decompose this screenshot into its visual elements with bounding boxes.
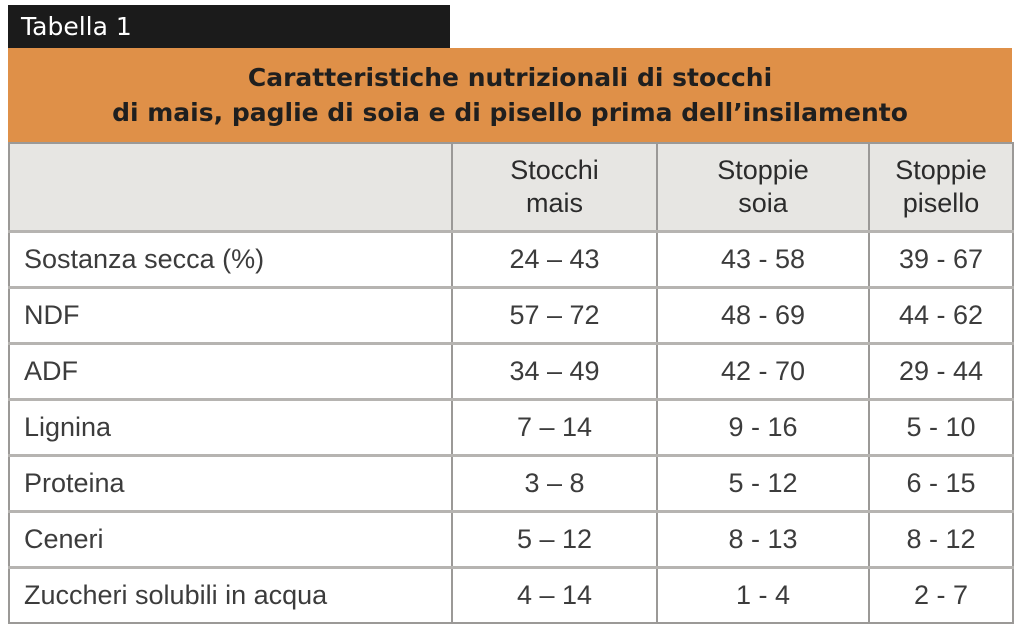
value-cell: 39 - 67 bbox=[868, 230, 1013, 288]
column-header-line: mais bbox=[525, 188, 583, 218]
column-header-line: pisello bbox=[902, 188, 980, 218]
header-cell-stocchi-mais: Stocchi mais bbox=[451, 143, 657, 232]
row-label: Ceneri bbox=[9, 510, 452, 568]
header-cell-stoppie-soia: Stoppie soia bbox=[656, 143, 869, 232]
value-cell: 34 – 49 bbox=[451, 342, 657, 400]
row-label: NDF bbox=[9, 286, 452, 344]
value-cell: 42 - 70 bbox=[656, 342, 869, 400]
table-title-bar: Caratteristiche nutrizionali di stocchi … bbox=[8, 48, 1012, 142]
value-cell: 24 – 43 bbox=[451, 230, 657, 288]
column-header-line: Stocchi bbox=[510, 155, 599, 185]
table-title-line-2: di mais, paglie di soia e di pisello pri… bbox=[112, 98, 908, 127]
table-figure: Tabella 1 Caratteristiche nutrizionali d… bbox=[8, 5, 1014, 624]
table-row: Proteina 3 – 8 5 - 12 6 - 15 bbox=[9, 454, 1013, 512]
row-label: ADF bbox=[9, 342, 452, 400]
value-cell: 5 - 10 bbox=[868, 398, 1013, 456]
row-label: Zuccheri solubili in acqua bbox=[9, 566, 452, 623]
table-row: Zuccheri solubili in acqua 4 – 14 1 - 4 … bbox=[9, 566, 1013, 623]
row-label: Proteina bbox=[9, 454, 452, 512]
value-cell: 5 - 12 bbox=[656, 454, 869, 512]
header-cell-empty bbox=[9, 143, 452, 232]
value-cell: 3 – 8 bbox=[451, 454, 657, 512]
header-row: Stocchi mais Stoppie soia Stoppie pisell… bbox=[9, 143, 1013, 232]
column-header-line: Stoppie bbox=[717, 155, 809, 185]
table-row: Sostanza secca (%) 24 – 43 43 - 58 39 - … bbox=[9, 230, 1013, 288]
column-header-line: soia bbox=[738, 188, 788, 218]
value-cell: 8 - 13 bbox=[656, 510, 869, 568]
value-cell: 57 – 72 bbox=[451, 286, 657, 344]
table-row: Ceneri 5 – 12 8 - 13 8 - 12 bbox=[9, 510, 1013, 568]
header-cell-stoppie-pisello: Stoppie pisello bbox=[868, 143, 1013, 232]
row-label: Sostanza secca (%) bbox=[9, 230, 452, 288]
value-cell: 5 – 12 bbox=[451, 510, 657, 568]
value-cell: 9 - 16 bbox=[656, 398, 869, 456]
value-cell: 8 - 12 bbox=[868, 510, 1013, 568]
value-cell: 48 - 69 bbox=[656, 286, 869, 344]
value-cell: 29 - 44 bbox=[868, 342, 1013, 400]
column-header-line: Stoppie bbox=[895, 155, 987, 185]
nutrition-table: Stocchi mais Stoppie soia Stoppie pisell… bbox=[8, 142, 1014, 624]
value-cell: 2 - 7 bbox=[868, 566, 1013, 623]
value-cell: 7 – 14 bbox=[451, 398, 657, 456]
table-tag-label: Tabella 1 bbox=[21, 12, 132, 41]
value-cell: 4 – 14 bbox=[451, 566, 657, 623]
table-row: ADF 34 – 49 42 - 70 29 - 44 bbox=[9, 342, 1013, 400]
value-cell: 44 - 62 bbox=[868, 286, 1013, 344]
row-label: Lignina bbox=[9, 398, 452, 456]
table-row: Lignina 7 – 14 9 - 16 5 - 10 bbox=[9, 398, 1013, 456]
value-cell: 1 - 4 bbox=[656, 566, 869, 623]
table-tag-bar: Tabella 1 bbox=[8, 5, 450, 48]
value-cell: 43 - 58 bbox=[656, 230, 869, 288]
table-title-line-1: Caratteristiche nutrizionali di stocchi bbox=[247, 63, 773, 92]
table-row: NDF 57 – 72 48 - 69 44 - 62 bbox=[9, 286, 1013, 344]
value-cell: 6 - 15 bbox=[868, 454, 1013, 512]
